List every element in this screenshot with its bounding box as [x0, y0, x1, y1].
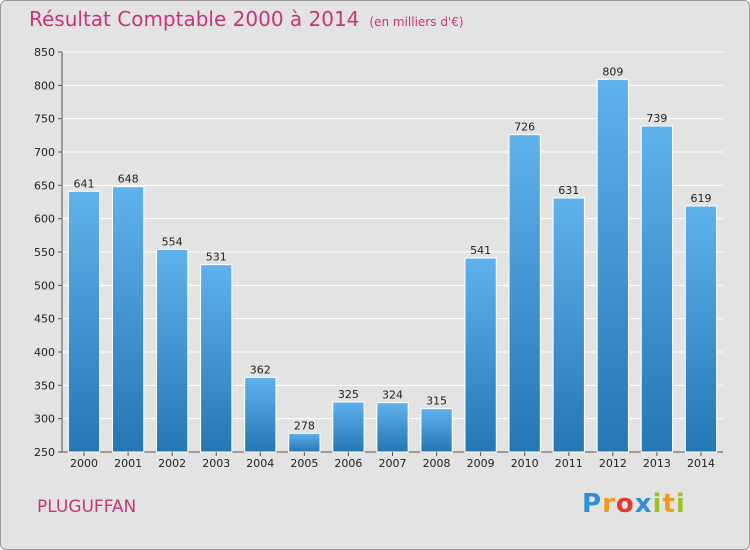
- bar-2013: [640, 125, 674, 453]
- y-tick-label-250: 250: [34, 446, 55, 459]
- value-label-2003: 531: [206, 251, 227, 264]
- logo-letter: P: [582, 489, 603, 519]
- x-tick-label-2006: 2006: [334, 457, 362, 470]
- value-label-2012: 809: [602, 65, 623, 78]
- chart-title: Résultat Comptable 2000 à 2014 (en millie…: [29, 7, 464, 31]
- y-tick-label-450: 450: [34, 313, 55, 326]
- logo-letter: i: [652, 489, 663, 519]
- logo-letter: o: [615, 489, 635, 519]
- x-tick-label-2000: 2000: [70, 457, 98, 470]
- y-tick-label-850: 850: [34, 46, 55, 59]
- bar-2007: [376, 402, 409, 453]
- x-tick-label-2001: 2001: [114, 457, 142, 470]
- bar-2006: [332, 401, 365, 453]
- y-tick-label-550: 550: [34, 246, 55, 259]
- x-tick-label-2007: 2007: [379, 457, 407, 470]
- logo-letter: t: [662, 489, 676, 519]
- bar-2009: [464, 257, 497, 453]
- y-tick-label-400: 400: [34, 346, 55, 359]
- value-label-2009: 541: [470, 244, 491, 257]
- bar-2014: [684, 205, 718, 453]
- value-label-2004: 362: [250, 363, 271, 376]
- y-tick-label-600: 600: [34, 213, 55, 226]
- y-tick-label-800: 800: [34, 79, 55, 92]
- x-tick-label-2004: 2004: [246, 457, 274, 470]
- bar-2002: [156, 248, 189, 453]
- y-tick-label-350: 350: [34, 379, 55, 392]
- y-tick-label-700: 700: [34, 146, 55, 159]
- value-label-2002: 554: [162, 235, 183, 248]
- value-label-2013: 739: [646, 112, 667, 125]
- bar-2008: [420, 408, 453, 453]
- value-label-2011: 631: [558, 184, 579, 197]
- y-tick-label-650: 650: [34, 179, 55, 192]
- logo-letter: x: [634, 489, 653, 519]
- value-label-2001: 648: [118, 173, 139, 186]
- title-text: Résultat Comptable 2000 à 2014: [29, 7, 360, 31]
- x-tick-label-2012: 2012: [599, 457, 627, 470]
- x-tick-label-2013: 2013: [643, 457, 671, 470]
- bar-2012: [596, 78, 629, 453]
- x-tick-label-2010: 2010: [511, 457, 539, 470]
- y-tick-label-300: 300: [34, 413, 55, 426]
- logo-letter: i: [675, 489, 686, 519]
- x-tick-label-2002: 2002: [158, 457, 186, 470]
- y-tick-label-500: 500: [34, 279, 55, 292]
- x-tick-label-2003: 2003: [202, 457, 230, 470]
- value-label-2005: 278: [294, 419, 315, 432]
- bar-2001: [111, 186, 145, 453]
- value-label-2010: 726: [514, 121, 535, 134]
- logo-letter: r: [602, 489, 616, 519]
- value-label-2006: 325: [338, 388, 359, 401]
- unit-label: (en milliers d'€): [369, 15, 464, 29]
- proxiti-logo: Proxiti: [582, 489, 686, 519]
- bar-2004: [244, 376, 277, 453]
- bar-2003: [200, 264, 233, 453]
- bar-2011: [552, 197, 585, 453]
- x-tick-label-2011: 2011: [555, 457, 583, 470]
- x-tick-label-2008: 2008: [423, 457, 451, 470]
- x-tick-label-2009: 2009: [467, 457, 495, 470]
- y-tick-label-750: 750: [34, 113, 55, 126]
- value-label-2000: 641: [74, 177, 95, 190]
- value-label-2007: 324: [382, 389, 403, 402]
- bar-2000: [67, 190, 101, 453]
- x-tick-label-2005: 2005: [290, 457, 318, 470]
- bar-2005: [288, 432, 321, 453]
- value-label-2008: 315: [426, 395, 447, 408]
- x-tick-label-2014: 2014: [687, 457, 715, 470]
- bar-2010: [508, 134, 541, 453]
- location-name: PLUGUFFAN: [37, 497, 137, 517]
- value-label-2014: 619: [690, 192, 711, 205]
